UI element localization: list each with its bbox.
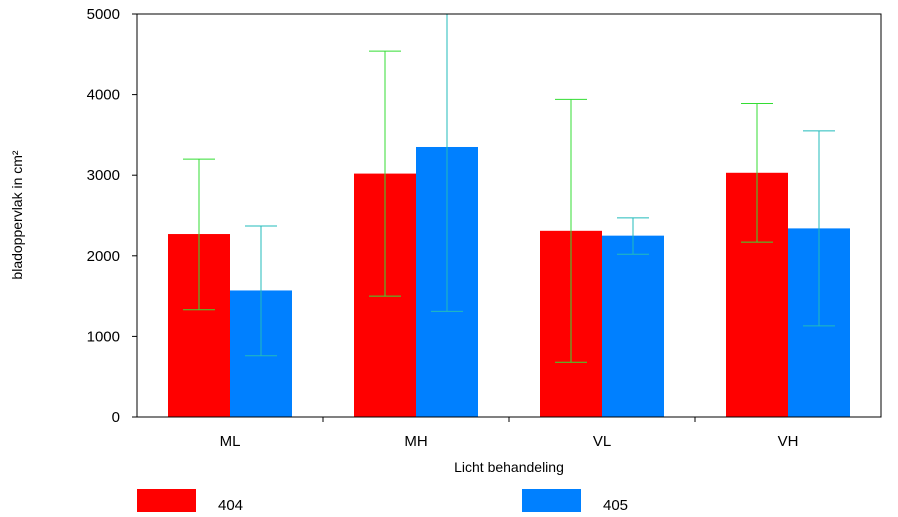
y-tick-label-4000: 4000: [87, 87, 120, 104]
y-tick-label-1000: 1000: [87, 328, 120, 345]
x-tick-label-VL: VL: [593, 433, 611, 450]
y-axis-label: bladoppervlak in cm²: [9, 150, 25, 280]
legend-label-404: 404: [218, 497, 243, 512]
legend-swatch-405: [522, 489, 581, 512]
bar-405-VL: [602, 235, 664, 417]
bars-layer: [168, 146, 850, 418]
legend-label-405: 405: [603, 497, 628, 512]
legend: 404 405: [137, 489, 628, 514]
y-tick-label-2000: 2000: [87, 248, 120, 265]
y-tick-label-3000: 3000: [87, 167, 120, 184]
y-tick-label-5000: 5000: [87, 6, 120, 23]
x-tick-label-MH: MH: [404, 433, 427, 450]
y-tick-label-0: 0: [112, 409, 120, 426]
x-axis-label: Licht behandeling: [454, 459, 564, 475]
x-tick-label-ML: ML: [220, 433, 241, 450]
axes-layer: 0 1000 2000 3000 4000 5000 ML MH VL VH: [87, 6, 882, 450]
legend-swatch-404: [137, 489, 196, 512]
x-tick-label-VH: VH: [778, 433, 799, 450]
